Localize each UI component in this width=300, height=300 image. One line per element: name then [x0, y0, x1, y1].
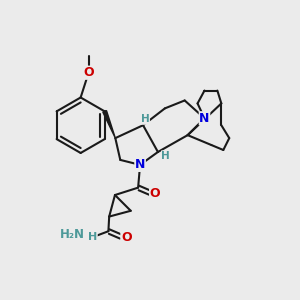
Text: H: H: [88, 232, 97, 242]
Text: O: O: [150, 187, 160, 200]
Polygon shape: [103, 111, 115, 138]
Text: N: N: [135, 158, 145, 171]
Text: H: H: [161, 151, 170, 161]
Text: H: H: [141, 114, 149, 124]
Text: O: O: [83, 66, 94, 79]
Text: O: O: [121, 231, 131, 244]
Text: N: N: [199, 112, 210, 125]
Text: H₂N: H₂N: [60, 228, 85, 241]
